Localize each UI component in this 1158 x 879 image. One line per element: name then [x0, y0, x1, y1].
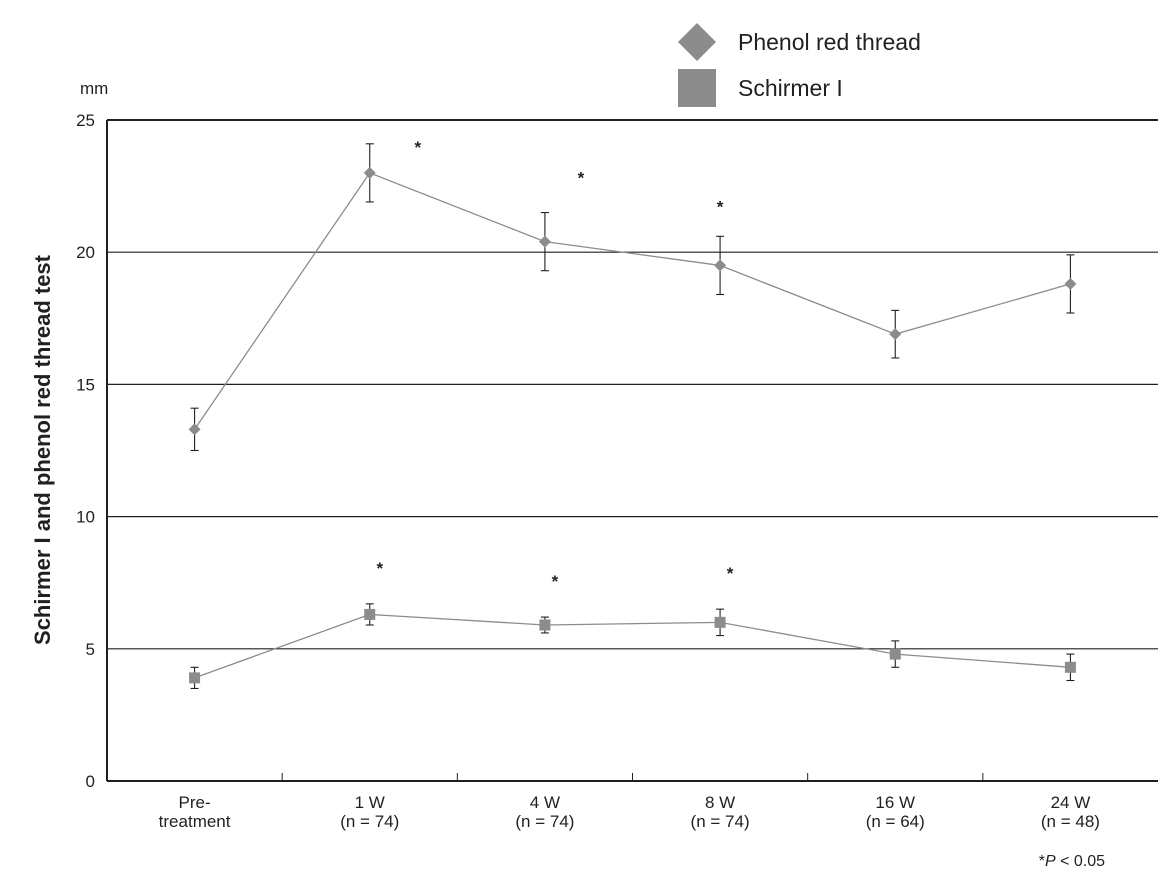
y-tick-label-0: 0: [86, 772, 95, 791]
note-suffix: < 0.05: [1056, 853, 1105, 870]
y-tick-label-5: 5: [86, 640, 95, 659]
x-category-label-line: 24 W: [1051, 793, 1091, 812]
significance-star: *: [552, 572, 559, 591]
data-point-diamond: [188, 423, 201, 436]
data-point-square: [364, 608, 376, 620]
x-category-label-line: (n = 74): [340, 812, 399, 831]
x-category-label-line: treatment: [159, 812, 231, 831]
y-axis-ticks: 0 5 10 15 20 25: [76, 111, 95, 791]
data-point-square: [714, 616, 726, 628]
series-layer: [188, 143, 1077, 690]
data-point-square: [889, 648, 901, 660]
legend: Phenol red thread Schirmer I: [678, 23, 921, 107]
y-tick-label-20: 20: [76, 243, 95, 262]
note-prefix: *: [1039, 853, 1045, 870]
y-tick-label-15: 15: [76, 375, 95, 394]
legend-item-diamond: Phenol red thread: [678, 23, 921, 61]
data-point-diamond: [889, 328, 902, 341]
series-square: [189, 603, 1076, 690]
y-axis-unit: mm: [80, 79, 108, 98]
x-category-0: Pre-treatment: [159, 793, 231, 831]
legend-item-square: Schirmer I: [678, 69, 843, 107]
x-category-4: 16 W(n = 64): [866, 793, 925, 831]
significance-star: *: [717, 197, 724, 216]
significance-markers: * * * * * *: [376, 138, 733, 591]
x-category-2: 4 W(n = 74): [515, 793, 574, 831]
data-point-diamond: [714, 259, 727, 272]
x-category-label-line: (n = 48): [1041, 812, 1100, 831]
x-category-label-line: 16 W: [875, 793, 915, 812]
x-category-label-line: (n = 64): [866, 812, 925, 831]
x-category-5: 24 W(n = 48): [1041, 793, 1100, 831]
x-category-label-line: (n = 74): [515, 812, 574, 831]
note-variable: P: [1045, 853, 1056, 870]
data-point-diamond: [363, 166, 376, 179]
significance-star: *: [578, 169, 585, 188]
y-axis-label: Schirmer I and phenol red thread test: [30, 254, 55, 645]
x-category-3: 8 W(n = 74): [691, 793, 750, 831]
x-category-label-line: Pre-: [179, 793, 211, 812]
x-category-label-line: (n = 74): [691, 812, 750, 831]
series-diamond: [188, 143, 1077, 452]
x-category-1: 1 W(n = 74): [340, 793, 399, 831]
y-tick-label-25: 25: [76, 111, 95, 130]
legend-diamond-icon: [678, 23, 716, 61]
significance-note: *P < 0.05: [1039, 853, 1105, 870]
x-category-label-line: 4 W: [530, 793, 560, 812]
data-point-square: [539, 619, 551, 631]
significance-star: *: [376, 559, 383, 578]
significance-star: *: [414, 138, 421, 157]
series-line: [194, 172, 1071, 430]
series-line: [194, 613, 1071, 679]
significance-star: *: [727, 564, 734, 583]
gridlines: [107, 251, 1158, 650]
x-category-label-line: 8 W: [705, 793, 735, 812]
axes: [106, 119, 1158, 782]
data-point-square: [189, 672, 201, 684]
data-point-diamond: [1064, 277, 1077, 290]
legend-label: Schirmer I: [738, 75, 843, 101]
data-point-square: [1064, 661, 1076, 673]
data-point-diamond: [538, 235, 551, 248]
x-category-label-line: 1 W: [355, 793, 385, 812]
legend-label: Phenol red thread: [738, 29, 921, 55]
y-tick-label-10: 10: [76, 508, 95, 527]
legend-square-icon: [678, 69, 716, 107]
